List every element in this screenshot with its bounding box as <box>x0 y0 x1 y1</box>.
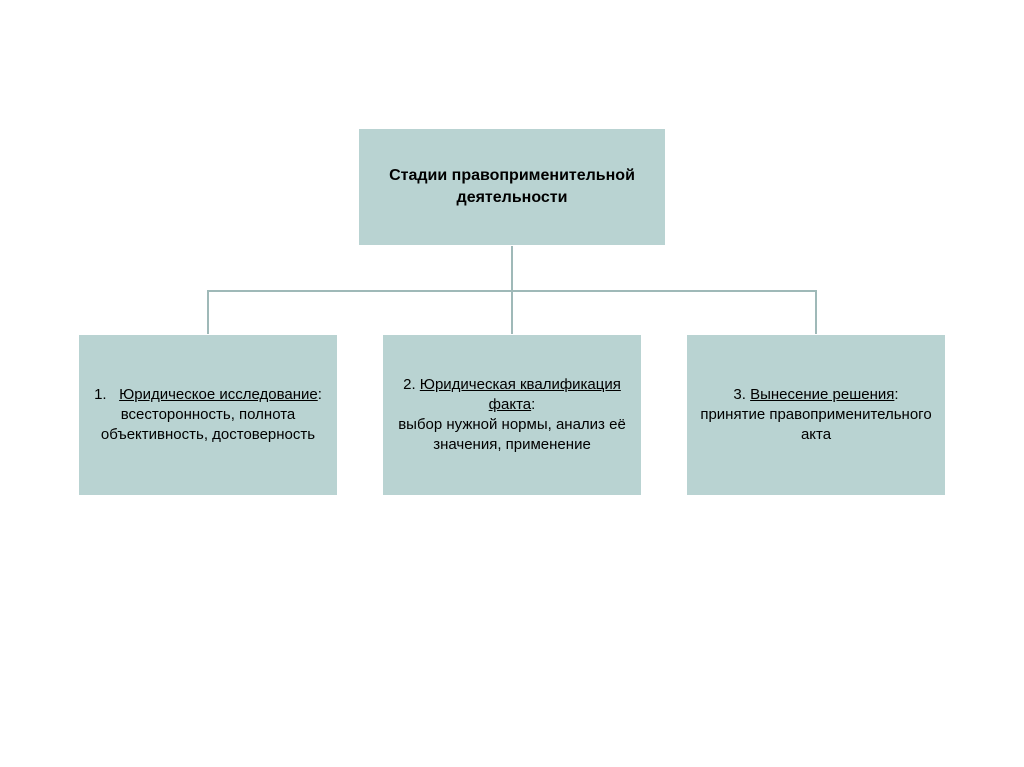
child-node-1: 1. Юридическое исследование: всесторонно… <box>78 334 338 496</box>
child-2-number: 2. <box>403 376 416 393</box>
child-3-number: 3. <box>733 386 746 403</box>
child-node-2: 2. Юридическая квалификация факта: выбор… <box>382 334 642 496</box>
child-node-3: 3. Вынесение решения: принятие правоприм… <box>686 334 946 496</box>
child-3-content: 3. Вынесение решения: принятие правоприм… <box>695 385 937 446</box>
child-2-body: выбор нужной нормы, анализ её значения, … <box>398 416 626 453</box>
child-2-content: 2. Юридическая квалификация факта: выбор… <box>391 375 633 456</box>
child-3-heading: Вынесение решения <box>750 386 894 403</box>
connector-child-2 <box>511 290 513 334</box>
root-node: Стадии правоприменительной деятельности <box>358 128 666 246</box>
child-1-body: всесторонность, полнота объективность, д… <box>101 406 315 443</box>
child-1-content: 1. Юридическое исследование: всесторонно… <box>87 385 329 446</box>
child-3-body: принятие правоприменительного акта <box>700 406 931 443</box>
child-1-number: 1. <box>94 386 107 403</box>
connector-root-vertical <box>511 246 513 290</box>
connector-child-3 <box>815 290 817 334</box>
root-title: Стадии правоприменительной деятельности <box>367 165 657 208</box>
child-1-heading: Юридическое исследование <box>119 386 318 403</box>
child-2-heading: Юридическая квалификация факта <box>420 376 621 413</box>
connector-child-1 <box>207 290 209 334</box>
